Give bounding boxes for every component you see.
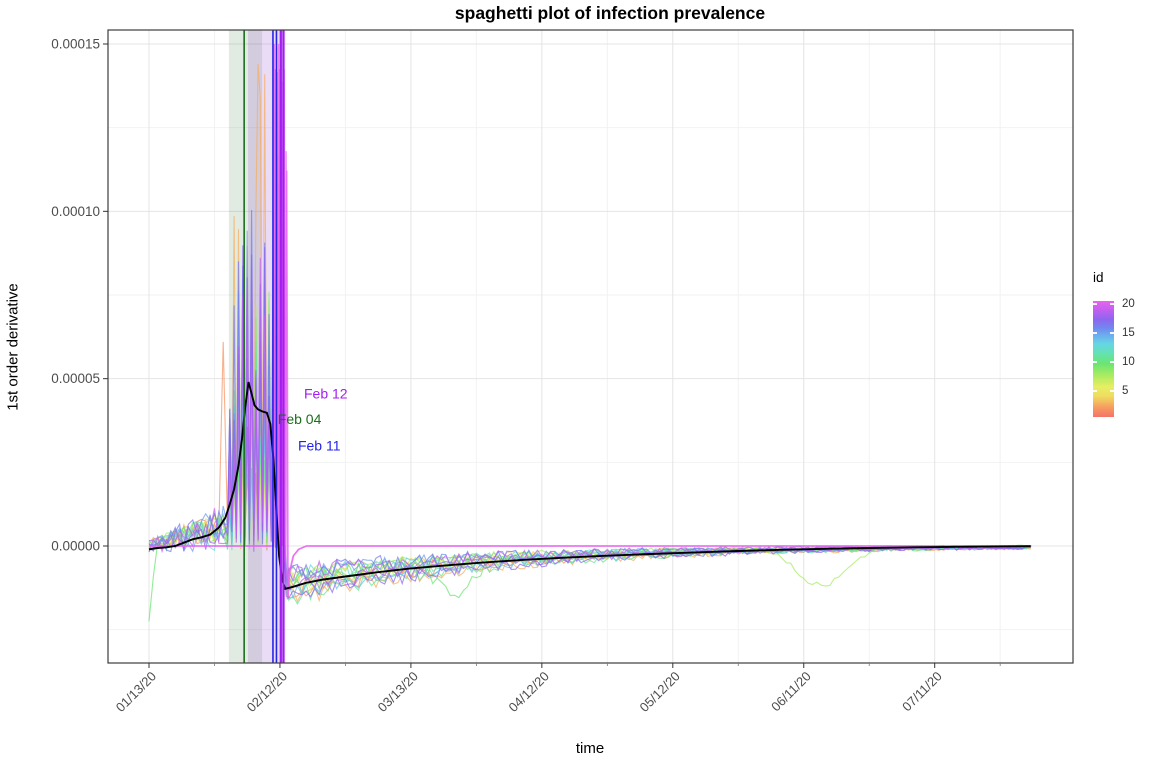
event-vlines [243,30,285,663]
legend-tick-label: 20 [1122,297,1135,310]
legend-tick-label: 10 [1122,355,1135,368]
legend-tick-notch [1110,360,1114,363]
event-annotation: Feb 04 [278,411,322,427]
x-tick-label: 06/11/20 [768,669,814,715]
legend-tick-label: 5 [1122,384,1129,397]
x-tick-label: 03/13/20 [375,669,421,715]
x-tick-label: 04/12/20 [506,669,552,715]
x-tick-label: 07/11/20 [899,669,945,715]
event-annotation: Feb 11 [298,438,341,454]
legend-tick-notch [1093,360,1097,363]
y-tick-label: 0.00015 [51,36,100,51]
x-tick-labels: 01/13/20 02/12/20 03/13/20 04/12/20 05/12/20… [113,669,945,715]
y-tick-label: 0.00010 [51,204,100,219]
legend-tick-notch [1093,389,1097,392]
mean-line [148,381,1031,590]
legend-tick-notch [1110,302,1114,305]
x-tick-label: 01/13/20 [113,669,159,715]
event-annotations: Feb 04 Feb 11 Feb 12 [278,386,348,454]
y-tick-labels: 0.00000 0.00005 0.00010 0.00015 [51,36,100,553]
legend-tick-notch [1110,331,1114,334]
grid-minor [108,30,1073,663]
colorbar-legend: id 20 15 10 5 [1086,270,1148,430]
y-tick-label: 0.00000 [51,539,100,554]
axis-ticks [103,43,1001,668]
y-axis-title: 1st order derivative [4,283,22,411]
colorbar-gradient [1093,301,1114,417]
legend-title: id [1093,270,1104,285]
legend-tick-label: 15 [1122,326,1135,339]
legend-tick-notch [1093,302,1097,305]
y-tick-label: 0.00005 [51,371,100,386]
series-line-20 [149,43,1031,600]
legend-tick-notch [1110,389,1114,392]
chart-title: spaghetti plot of infection prevalence [454,3,766,23]
legend-tick-notch [1093,331,1097,334]
x-tick-label: 05/12/20 [637,669,683,715]
panel-border [107,29,1074,664]
event-annotation: Feb 12 [304,386,348,402]
x-axis-title: time [575,740,605,757]
x-tick-label: 02/12/20 [244,669,290,715]
